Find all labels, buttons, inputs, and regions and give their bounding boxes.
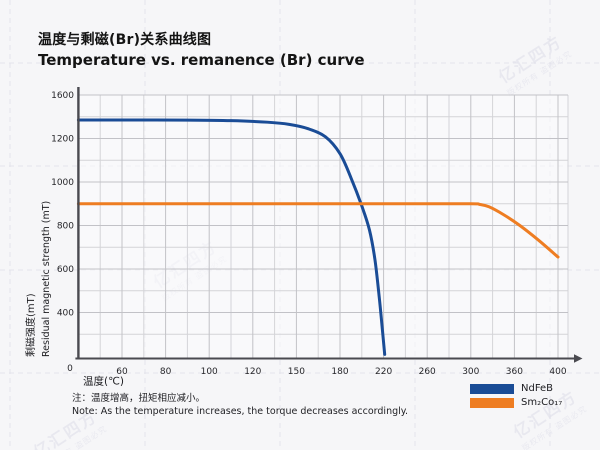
series-line-ndfeb [76,118,387,356]
x-tick-label: 120 [244,367,261,377]
x-tick-label: 60 [116,367,128,377]
origin-tick-label: 0 [67,364,73,374]
x-tick-label: 100 [201,367,218,377]
y-tick-label: 800 [57,222,74,232]
series-line-sm2co17 [76,202,560,259]
x-tick-label: 360 [506,367,523,377]
page-title-cn: 温度与剩磁(Br)关系曲线图 [38,32,212,48]
x-tick-label: 150 [288,367,305,377]
legend-item-ndfeb: NdFeB [470,383,562,394]
legend-label-ndfeb: NdFeB [521,383,554,394]
x-tick-label: 260 [419,367,436,377]
x-tick-label: 400 [549,367,566,377]
y-tick-label: 1200 [51,135,74,145]
footnote-cn: 注：温度增高，扭矩相应减小。 [72,393,206,404]
y-tick-label: 400 [57,309,74,319]
x-axis-arrow-icon [574,354,583,363]
x-tick-label: 180 [331,367,348,377]
x-tick-label: 300 [462,367,479,377]
x-axis-title: 温度(℃) [83,375,124,388]
y-tick-label: 1000 [51,178,74,188]
page-title-en: Temperature vs. remanence (Br) curve [38,51,365,69]
legend-swatch-ndfeb [470,383,514,394]
footnote-en: Note: As the temperature increases, the … [72,406,409,417]
page-title: 温度与剩磁(Br)关系曲线图 Temperature vs. remanence… [38,31,365,70]
y-tick-label: 600 [57,265,74,275]
legend-label-sm2co17: Sm₂Co₁₇ [521,397,563,408]
footnote: 注：温度增高，扭矩相应减小。 Note: As the temperature … [72,392,408,418]
legend-item-sm2co17: Sm₂Co₁₇ [470,397,562,408]
x-tick-label: 80 [160,367,172,377]
legend-swatch-sm2co17 [470,397,514,408]
legend: NdFeB Sm₂Co₁₇ [470,383,562,408]
y-tick-label: 1600 [51,91,74,101]
y-axis-title-cn: 剩磁强度(mT) [24,293,37,357]
x-tick-label: 220 [375,367,392,377]
y-axis-title-en: Residual magnetic strength (mT) [41,201,52,357]
